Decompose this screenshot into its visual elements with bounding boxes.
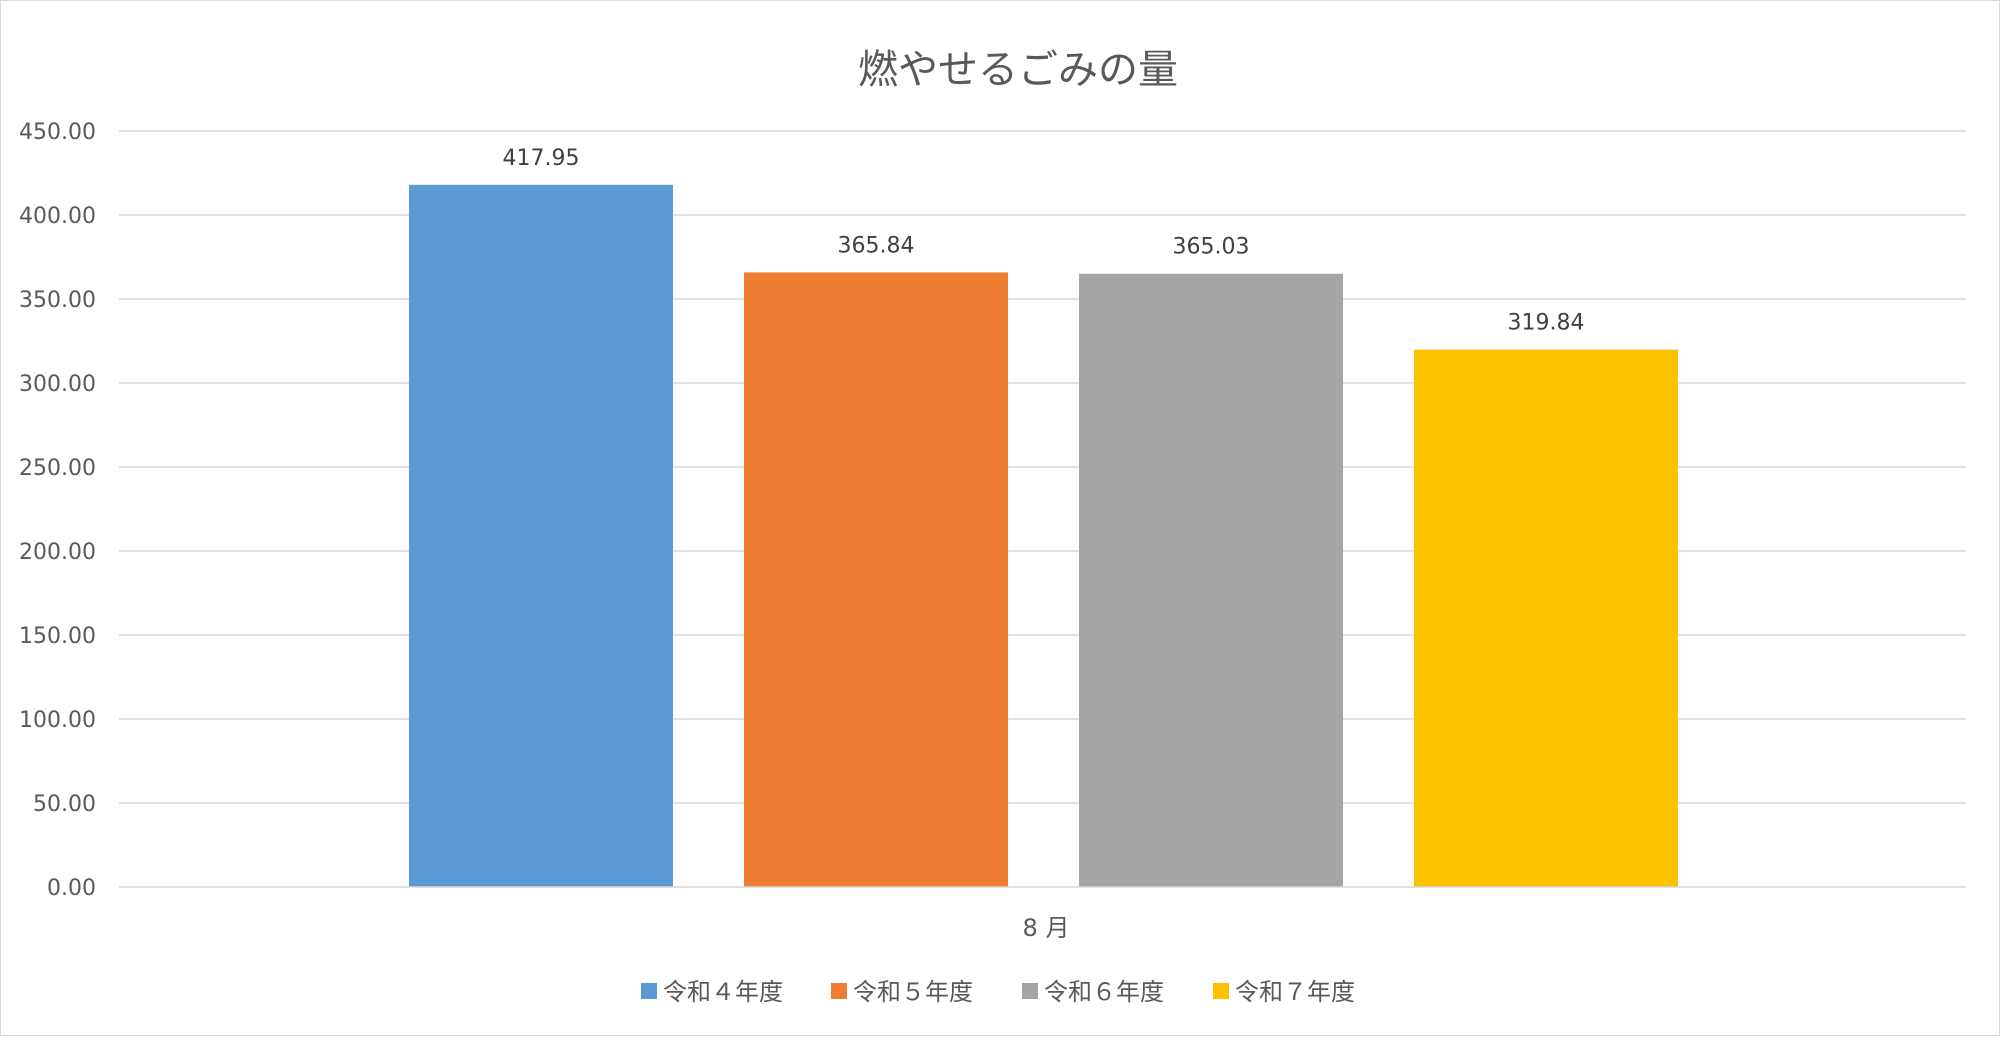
gridlines <box>119 130 1966 804</box>
legend-label: 令和６年度 <box>1044 978 1164 1006</box>
chart-title: 燃やせるごみの量 <box>858 47 1178 93</box>
legend-swatch <box>831 983 847 999</box>
legend-swatch <box>1213 983 1229 999</box>
data-label: 417.95 <box>503 146 580 171</box>
category-label: 8 月 <box>1023 914 1070 942</box>
bars <box>409 184 1678 887</box>
y-tick-label: 100.00 <box>19 708 96 733</box>
bar <box>409 184 673 887</box>
bar <box>1079 273 1343 887</box>
legend-label: 令和４年度 <box>663 978 783 1006</box>
y-tick-label: 450.00 <box>19 120 96 145</box>
data-label: 365.84 <box>838 233 915 258</box>
legend-label: 令和７年度 <box>1235 978 1355 1006</box>
y-tick-label: 400.00 <box>19 204 96 229</box>
y-tick-label: 0.00 <box>47 876 96 901</box>
bar <box>1414 349 1678 887</box>
y-tick-label: 50.00 <box>33 792 96 817</box>
bar <box>744 272 1008 887</box>
legend-swatch <box>641 983 657 999</box>
y-tick-label: 350.00 <box>19 288 96 313</box>
y-tick-label: 200.00 <box>19 540 96 565</box>
y-axis-tick-labels: 0.00 50.00 100.00 150.00 200.00 250.00 300.00 3… <box>19 120 96 901</box>
legend: 令和４年度 令和５年度 令和６年度 令和７年度 <box>641 978 1355 1006</box>
data-label: 319.84 <box>1508 311 1585 336</box>
legend-swatch <box>1022 983 1038 999</box>
y-tick-label: 150.00 <box>19 624 96 649</box>
data-label: 365.03 <box>1173 235 1250 260</box>
y-tick-label: 250.00 <box>19 456 96 481</box>
data-labels: 417.95 365.84 365.03 319.84 <box>503 146 1585 336</box>
y-tick-label: 300.00 <box>19 372 96 397</box>
legend-label: 令和５年度 <box>853 978 973 1006</box>
